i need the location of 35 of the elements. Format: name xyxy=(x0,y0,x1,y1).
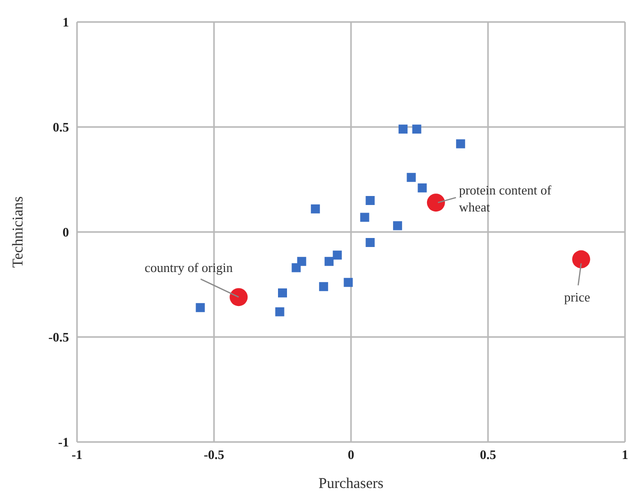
point xyxy=(398,124,408,134)
annotation: protein content of wheat xyxy=(458,182,552,215)
x-axis-title: Purchasers xyxy=(318,476,384,492)
point xyxy=(393,221,402,230)
y-tick-label: 0 xyxy=(62,224,69,240)
point xyxy=(278,288,287,298)
y-tick-label: -1 xyxy=(58,434,69,450)
point xyxy=(360,212,370,222)
point xyxy=(196,303,205,312)
y-tick-label: 1 xyxy=(62,14,69,30)
point xyxy=(230,288,248,306)
point xyxy=(406,172,416,182)
point xyxy=(292,263,301,272)
point xyxy=(456,139,466,148)
point xyxy=(324,256,334,266)
annotation: price xyxy=(564,289,590,304)
point xyxy=(275,307,284,316)
x-tick-label: 0 xyxy=(348,447,354,462)
point xyxy=(344,278,353,287)
x-tick-label: 0.5 xyxy=(480,447,497,462)
point xyxy=(418,183,427,192)
point xyxy=(412,124,422,134)
y-axis-title: Technicians xyxy=(10,196,26,268)
point xyxy=(572,250,590,268)
annotation: country of origin xyxy=(144,260,234,276)
point xyxy=(366,238,375,247)
y-tick-label: 0.5 xyxy=(52,120,70,135)
point xyxy=(332,250,342,260)
x-tick-label: -0.5 xyxy=(204,447,225,462)
point xyxy=(310,204,320,214)
x-tick-label: 1 xyxy=(622,447,628,462)
point xyxy=(366,196,375,205)
point xyxy=(426,194,445,212)
y-tick-label: -0.5 xyxy=(48,330,70,345)
point xyxy=(319,282,328,292)
